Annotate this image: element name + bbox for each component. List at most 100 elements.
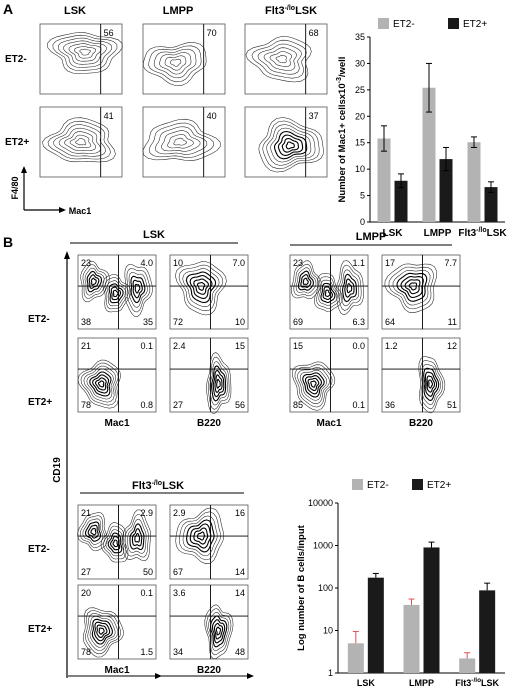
quadrant-percentage: 14 bbox=[235, 588, 245, 598]
contour-ring bbox=[80, 362, 119, 406]
contour-ring bbox=[266, 124, 316, 166]
gate-percentage: 70 bbox=[207, 28, 217, 38]
quadrant-percentage: 2.9 bbox=[140, 508, 153, 518]
contour-ring bbox=[189, 274, 213, 300]
contour-ring bbox=[295, 267, 317, 294]
contour-ring bbox=[57, 37, 112, 68]
contour-ring bbox=[82, 607, 124, 658]
lsk-group-title: LSK bbox=[143, 229, 165, 241]
quadrant-percentage: 15 bbox=[235, 341, 245, 351]
quadrant-percentage: 50 bbox=[143, 567, 153, 577]
y-tick-label: 35 bbox=[355, 32, 365, 42]
contour-ring bbox=[112, 539, 119, 548]
quadrant-percentage: 78 bbox=[81, 400, 91, 410]
flow-plot-b-mac1-6: 15 0.0 85 0.1 bbox=[289, 337, 369, 413]
quadrant-percentage: 1.5 bbox=[140, 647, 153, 657]
bar-ET2+ bbox=[423, 547, 440, 673]
contour-ring bbox=[68, 43, 102, 62]
contour-ring bbox=[291, 260, 322, 300]
quadrant-percentage: 48 bbox=[235, 647, 245, 657]
quadrant-percentage: 0.8 bbox=[140, 400, 153, 410]
contour-ring bbox=[273, 130, 308, 160]
contour-ring bbox=[423, 367, 440, 402]
contour-ring bbox=[170, 58, 182, 67]
flt3-main: Flt3 bbox=[265, 5, 285, 17]
contour-ring bbox=[302, 277, 309, 286]
contour-ring bbox=[420, 360, 444, 410]
flow-plot-b-b220-9: 2.9 16 67 14 bbox=[169, 504, 249, 580]
contour-ring bbox=[79, 515, 106, 548]
contour-ring bbox=[197, 531, 205, 541]
contour-ring bbox=[206, 608, 232, 656]
quadrant-percentage: 17 bbox=[385, 258, 395, 268]
contour-ring bbox=[86, 270, 103, 293]
contour-ring bbox=[214, 374, 223, 394]
quadrant-percentage: 27 bbox=[173, 400, 183, 410]
contour-ring bbox=[178, 264, 224, 312]
flow-plot-frame bbox=[142, 106, 226, 178]
contour-ring bbox=[77, 359, 121, 409]
contour-ring bbox=[207, 356, 230, 410]
quadrant-percentage: 10 bbox=[173, 258, 183, 268]
contour-ring bbox=[89, 616, 116, 648]
cat-suffix: LSK bbox=[487, 228, 508, 239]
quadrant-percentage: 35 bbox=[143, 317, 153, 327]
contour-ring bbox=[86, 368, 114, 400]
y-tick-label: 100 bbox=[318, 583, 333, 593]
mac1-arrowhead bbox=[59, 207, 66, 213]
bar-ET2+ bbox=[394, 180, 408, 222]
contour-ring bbox=[108, 283, 124, 304]
flt3-group-main: Flt3 bbox=[132, 480, 152, 492]
cat-sup: -/lo bbox=[476, 227, 487, 234]
contour-ring bbox=[426, 375, 436, 393]
contour-ring bbox=[213, 622, 224, 640]
quadrant-percentage: 11 bbox=[448, 317, 457, 327]
contour-ring bbox=[175, 261, 227, 316]
contour-ring bbox=[127, 519, 147, 554]
panel-a-row-label-et2neg: ET2- bbox=[5, 54, 27, 65]
y-tick-label: 10000 bbox=[308, 498, 333, 508]
b-x-axis-label: B220 bbox=[409, 418, 433, 429]
contour-ring bbox=[79, 48, 91, 56]
b-x-axis-label: B220 bbox=[197, 418, 221, 429]
contour-ring bbox=[342, 273, 357, 303]
quadrant-percentage: 12 bbox=[447, 341, 457, 351]
quadrant-percentage: 6.3 bbox=[352, 317, 365, 327]
contour-ring bbox=[189, 523, 212, 549]
contour-ring bbox=[340, 269, 360, 307]
contour-ring bbox=[124, 514, 149, 558]
contour-ring bbox=[102, 274, 131, 313]
contour-ring bbox=[106, 280, 126, 307]
gate-percentage: 41 bbox=[104, 111, 114, 121]
bar-ET2+ bbox=[479, 590, 496, 673]
f480-arrowhead bbox=[21, 166, 27, 173]
legend-swatch-ET2+ bbox=[412, 479, 423, 490]
y-tick-label: 20 bbox=[355, 111, 365, 121]
contour-ring bbox=[69, 134, 92, 148]
quadrant-percentage: 21 bbox=[81, 508, 91, 518]
quadrant-percentage: 0.1 bbox=[140, 341, 153, 351]
contour-ring bbox=[294, 364, 333, 408]
flow-plot-b-b220-11: 3.6 14 34 48 bbox=[169, 584, 249, 660]
quadrant-percentage: 56 bbox=[235, 400, 245, 410]
cat-main: Flt3 bbox=[458, 228, 476, 239]
panel-a-letter: A bbox=[3, 1, 13, 17]
panel-b-y-axis-label: CD19 bbox=[52, 457, 63, 483]
contour-ring bbox=[97, 380, 105, 388]
contour-ring bbox=[251, 39, 307, 79]
contour-ring bbox=[143, 42, 207, 86]
contour-ring bbox=[85, 610, 121, 655]
flow-plot-frame bbox=[142, 23, 226, 95]
contour-ring bbox=[47, 120, 111, 160]
contour-ring bbox=[270, 127, 312, 163]
x-category-label: LSK bbox=[383, 228, 404, 239]
x-arrowhead bbox=[155, 673, 162, 679]
y-tick-label: 1 bbox=[328, 668, 333, 678]
legend-swatch-ET2+ bbox=[448, 18, 459, 29]
y-axis-label: Log number of B cells/input bbox=[296, 524, 307, 650]
contour-ring bbox=[110, 286, 122, 301]
contour-ring bbox=[404, 279, 421, 295]
quadrant-percentage: 23 bbox=[293, 258, 303, 268]
contour-ring bbox=[167, 134, 194, 149]
